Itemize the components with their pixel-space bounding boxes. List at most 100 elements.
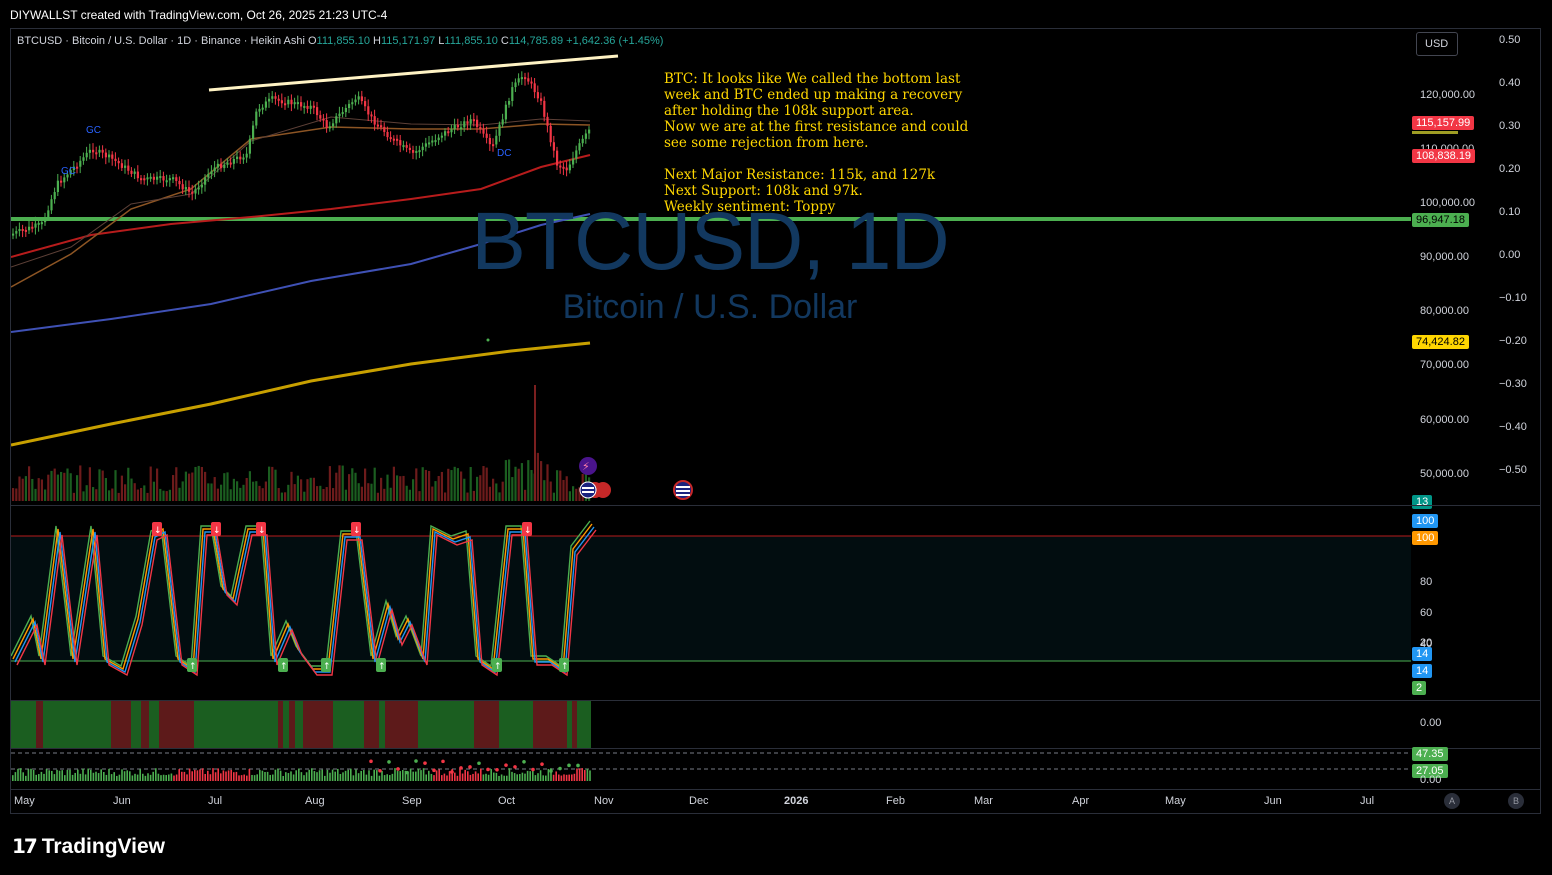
sell-signal-marker[interactable]: ↓	[256, 522, 266, 536]
volume-bar	[524, 489, 527, 501]
sell-signal-marker[interactable]: ↓	[522, 522, 532, 536]
candle	[485, 126, 488, 144]
pane-divider[interactable]	[10, 505, 1541, 506]
candle	[578, 138, 581, 155]
auto-scale-button[interactable]: A	[1444, 793, 1460, 809]
hist-bar	[365, 774, 368, 781]
candle	[277, 94, 280, 107]
candle	[328, 121, 331, 132]
histogram-pane[interactable]	[11, 749, 1411, 786]
volume-bar	[261, 488, 264, 501]
hist-bar	[498, 775, 500, 781]
buy-signal-marker[interactable]: ↑	[278, 658, 288, 672]
candle	[383, 122, 386, 137]
volume-bar	[181, 481, 184, 501]
candle	[200, 179, 203, 194]
hist-bar	[77, 769, 79, 781]
hist-dot	[450, 770, 454, 774]
hist-bar	[508, 768, 511, 781]
candle	[504, 100, 507, 124]
analysis-note[interactable]: BTC: It looks like We called the bottom …	[664, 71, 969, 215]
hist-dot	[468, 765, 472, 769]
sell-signal-marker[interactable]: ↓	[152, 522, 162, 536]
pane-divider-2[interactable]	[10, 700, 1541, 701]
buy-signal-marker[interactable]: ↑	[492, 658, 502, 672]
hist-dot	[387, 760, 391, 764]
volume-bar	[44, 489, 47, 501]
hist-bar	[22, 772, 24, 781]
volume-bar	[293, 484, 296, 501]
symbol-legend[interactable]: BTCUSD · Bitcoin / U.S. Dollar · 1D · Bi…	[17, 35, 663, 47]
low-value: 111,855.10	[444, 35, 498, 47]
hist-bar	[14, 772, 17, 781]
trend-block	[289, 701, 295, 748]
volume-bar	[405, 485, 408, 501]
tradingview-logo[interactable]: 𝟭𝟳 TradingView	[12, 834, 165, 859]
hist-bar	[233, 772, 235, 781]
month-nov: Nov	[594, 795, 614, 807]
price-tick-50000: 50,000.00	[1420, 468, 1469, 480]
hist-bar	[560, 775, 563, 781]
volume-bar	[101, 470, 104, 501]
hist-bar	[433, 775, 435, 781]
tv-logo-icon: 𝟭𝟳	[12, 836, 38, 858]
hist-bar	[407, 771, 409, 781]
lightning-event-icon[interactable]: ⚡	[579, 457, 597, 475]
candle	[181, 179, 184, 195]
buy-signal-marker[interactable]: ↑	[376, 658, 386, 672]
hist-dot	[513, 765, 517, 769]
hist-dot	[540, 762, 544, 766]
candle	[210, 165, 213, 180]
close-label: C	[500, 35, 509, 47]
volume-bar	[133, 483, 136, 501]
hist-bar	[461, 773, 464, 781]
hist-bar	[196, 770, 199, 781]
volume-bar	[412, 479, 415, 501]
trend-axis-zero: 0.00	[1420, 717, 1442, 729]
buy-signal-marker[interactable]: ↑	[321, 658, 331, 672]
chart-frame[interactable]	[10, 28, 1541, 814]
stochastic-pane[interactable]: ↓ ↓ ↓ ↓ ↓ ↑ ↑ ↑ ↑ ↑ ↑	[11, 506, 1411, 700]
svg-text:↓: ↓	[154, 526, 162, 536]
candle	[408, 143, 411, 154]
hist-bar	[290, 771, 292, 781]
candle	[424, 137, 427, 152]
hist-bar	[220, 773, 222, 781]
hist-bar	[142, 773, 144, 781]
currency-select[interactable]: USD	[1416, 32, 1458, 56]
hist-bar	[303, 775, 305, 781]
hist-bar	[308, 769, 310, 781]
candle	[562, 162, 565, 176]
buy-signal-marker[interactable]: ↑	[559, 658, 569, 672]
hist-bar	[521, 772, 524, 781]
candle	[159, 170, 162, 183]
sell-signal-marker[interactable]: ↓	[211, 522, 221, 536]
us-flag-event-icon[interactable]	[579, 481, 611, 499]
month-may-2026: May	[1165, 795, 1186, 807]
resistance-trendline[interactable]	[208, 54, 619, 92]
candle	[216, 159, 219, 173]
volume-bar	[85, 485, 88, 501]
change-value: +1,642.36 (+1.45%)	[566, 35, 664, 47]
volume-bar	[517, 468, 520, 501]
trend-pane[interactable]	[11, 701, 1411, 748]
candle	[527, 72, 530, 85]
log-scale-button[interactable]: B	[1508, 793, 1524, 809]
candle	[453, 118, 456, 134]
candle	[53, 187, 56, 204]
volume-bar	[536, 452, 539, 501]
candle	[402, 140, 405, 151]
volume-bar	[274, 469, 277, 501]
hist-bar	[357, 773, 360, 781]
volume-bar	[53, 468, 56, 501]
price-chart[interactable]: GC GC DC ⚡	[11, 29, 1411, 505]
sell-signal-marker[interactable]: ↓	[351, 522, 361, 536]
pane-divider-3[interactable]	[10, 748, 1541, 749]
us-flag-event-icon-2[interactable]	[673, 480, 693, 500]
buy-signal-marker[interactable]: ↑	[187, 658, 197, 672]
volume-bar	[453, 466, 456, 501]
hist-bar	[511, 771, 513, 781]
candle	[172, 173, 175, 183]
candle	[133, 168, 136, 180]
candle	[40, 217, 43, 230]
